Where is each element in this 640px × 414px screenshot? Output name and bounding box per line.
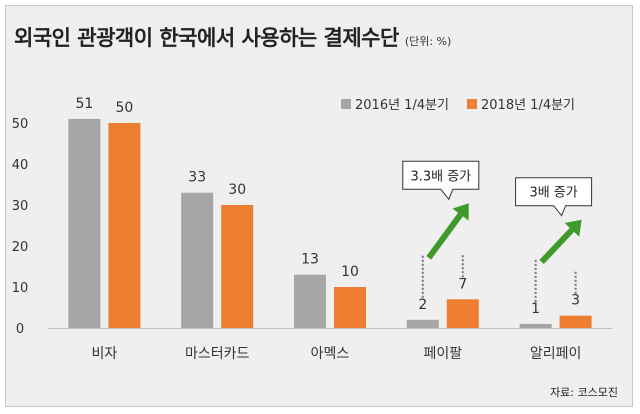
bar-알리페이-2016 (519, 323, 552, 328)
data-label: 33 (188, 170, 206, 186)
x-tick-label: 마스터카드 (185, 346, 250, 362)
bar-아멕스-2016 (294, 274, 326, 328)
growth-arrow-icon (539, 219, 582, 264)
data-label: 50 (115, 100, 133, 116)
data-label: 51 (75, 96, 93, 112)
bar-아멕스-2018 (334, 287, 366, 328)
y-tick-label: 20 (12, 240, 29, 255)
unit-label: (단위: %) (404, 35, 452, 48)
data-label: 2 (418, 297, 427, 313)
data-label: 7 (458, 276, 467, 292)
data-label: 1 (531, 301, 540, 317)
y-tick-label: 10 (12, 281, 29, 296)
bar-페이팔-2018 (446, 299, 479, 328)
x-tick-label: 아멕스 (311, 346, 350, 362)
callout-label: 3배 증가 (529, 186, 577, 201)
callout-box (402, 160, 480, 201)
bar-비자-2018 (108, 123, 141, 328)
source-label: 자료: 코스모진 (550, 386, 618, 399)
data-label: 30 (228, 182, 246, 198)
legend-swatch (467, 99, 477, 109)
legend-swatch (341, 99, 351, 109)
data-label: 10 (341, 264, 359, 280)
x-tick-label: 비자 (92, 346, 118, 362)
callout-label: 3.3배 증가 (410, 169, 471, 184)
data-label: 3 (571, 293, 580, 309)
bar-마스터카드-2016 (181, 192, 214, 328)
y-tick-label: 40 (12, 158, 29, 173)
legend-label: 2018년 1/4분기 (481, 98, 575, 113)
x-tick-label: 알리페이 (530, 346, 582, 362)
growth-arrow-icon (426, 203, 469, 260)
bar-마스터카드-2018 (221, 205, 254, 328)
chart-title: 외국인 관광객이 한국에서 사용하는 결제수단 (14, 26, 399, 50)
bar-알리페이-2018 (559, 315, 592, 328)
legend-label: 2016년 1/4분기 (355, 98, 449, 113)
data-label: 13 (301, 252, 319, 268)
title-bar: 외국인 관광객이 한국에서 사용하는 결제수단 (단위: %) (14, 22, 451, 52)
bar-비자-2016 (68, 118, 101, 329)
bar-페이팔-2016 (406, 319, 439, 328)
y-tick-label: 50 (12, 117, 29, 132)
callout-box (515, 177, 593, 217)
x-tick-label: 페이팔 (423, 346, 462, 362)
y-tick-label: 30 (12, 199, 29, 214)
y-tick-label: 0 (16, 322, 24, 337)
